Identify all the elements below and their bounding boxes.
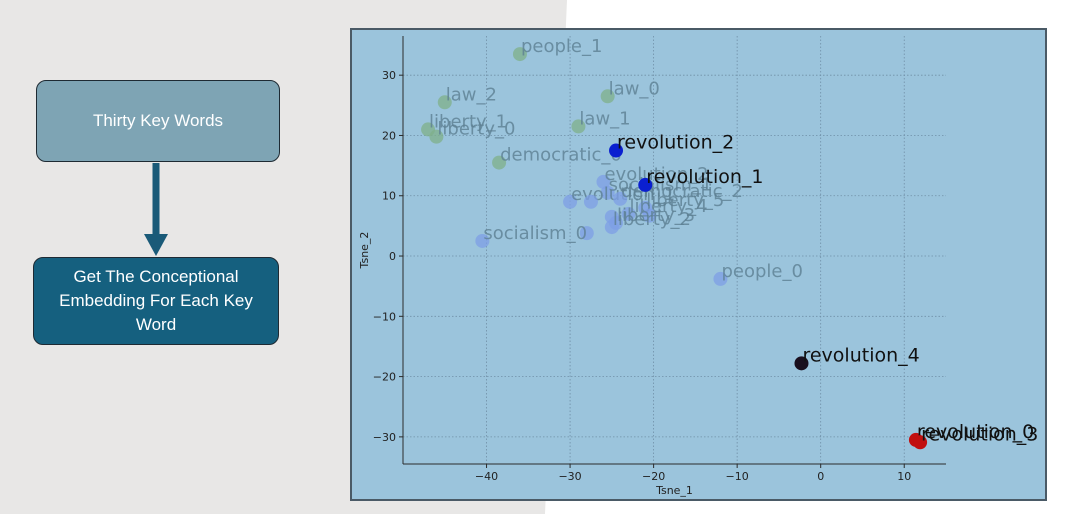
y-tick-label: −20 <box>373 371 396 384</box>
data-point <box>600 185 615 200</box>
point-label: democratic_0 <box>500 145 622 166</box>
point-label: revolution_0 <box>917 421 1034 443</box>
point-label: people_0 <box>721 261 802 282</box>
point-label: evolution_2 <box>604 164 708 185</box>
point-label: liberty_0 <box>437 119 515 140</box>
embedding-box-label: Get The Conceptional Embedding For Each … <box>59 267 253 334</box>
data-point <box>913 435 928 450</box>
tsne-scatter-plot: −40 −30 −20 −10 0 10 30 20 10 0 −10 −20 −30 Tsne_1 Tsn… <box>358 36 1038 497</box>
point-label: law_1 <box>579 108 630 129</box>
point-label: revolution_3 <box>921 423 1038 445</box>
data-point <box>512 47 527 62</box>
x-tick-label: 10 <box>897 470 911 483</box>
x-tick-label: 0 <box>817 470 824 483</box>
keywords-box: Thirty Key Words <box>36 80 280 162</box>
data-point <box>475 233 490 248</box>
y-tick-label: 10 <box>382 190 396 203</box>
data-point <box>563 194 578 209</box>
data-point <box>600 89 615 104</box>
x-tick-label: −40 <box>475 470 498 483</box>
point-label: liberty_1 <box>429 111 507 132</box>
y-tick-label: 30 <box>382 69 396 82</box>
point-label: revolution_2 <box>617 132 734 154</box>
data-point <box>596 174 611 189</box>
data-point <box>583 194 598 209</box>
point-label: revolution_1 <box>646 166 763 188</box>
data-point <box>642 208 657 223</box>
plot-area <box>403 36 946 464</box>
point-label: socialism_0 <box>483 223 587 244</box>
tsne-plot-frame: −40 −30 −20 −10 0 10 30 20 10 0 −10 −20 −30 Tsne_1 Tsn… <box>350 28 1047 501</box>
data-point <box>579 226 594 241</box>
point-label: liberty_5 <box>646 190 724 211</box>
data-point <box>613 191 628 206</box>
point-label: revolution_4 <box>802 344 919 366</box>
embedding-box: Get The Conceptional Embedding For Each … <box>33 257 279 345</box>
data-point <box>437 95 452 110</box>
y-axis-label: Tsne_2 <box>358 232 371 270</box>
point-label: law_2 <box>446 84 497 105</box>
y-tick-label: −10 <box>373 310 396 323</box>
x-tick-label: −10 <box>726 470 749 483</box>
data-point <box>713 271 728 286</box>
x-tick-label: −30 <box>558 470 581 483</box>
point-label: people_1 <box>521 36 602 57</box>
data-point <box>604 220 619 235</box>
x-axis-label: Tsne_1 <box>655 484 693 497</box>
flow-arrow-head <box>144 234 168 256</box>
point-label: liberty_2 <box>613 209 691 230</box>
data-point <box>621 206 636 221</box>
x-tick-label: −20 <box>642 470 665 483</box>
data-point <box>638 177 653 192</box>
y-tick-label: 20 <box>382 129 396 142</box>
point-label: liberty_3 <box>617 205 695 226</box>
data-point <box>492 155 507 170</box>
point-label: law_0 <box>609 78 660 99</box>
data-point <box>794 356 809 371</box>
data-point <box>609 143 624 158</box>
point-label: socialism_1 <box>609 175 713 196</box>
keywords-box-label: Thirty Key Words <box>92 111 224 130</box>
y-tick-label: −30 <box>373 431 396 444</box>
data-point <box>571 119 586 134</box>
y-tick-label: 0 <box>389 250 396 263</box>
data-point <box>429 129 444 144</box>
